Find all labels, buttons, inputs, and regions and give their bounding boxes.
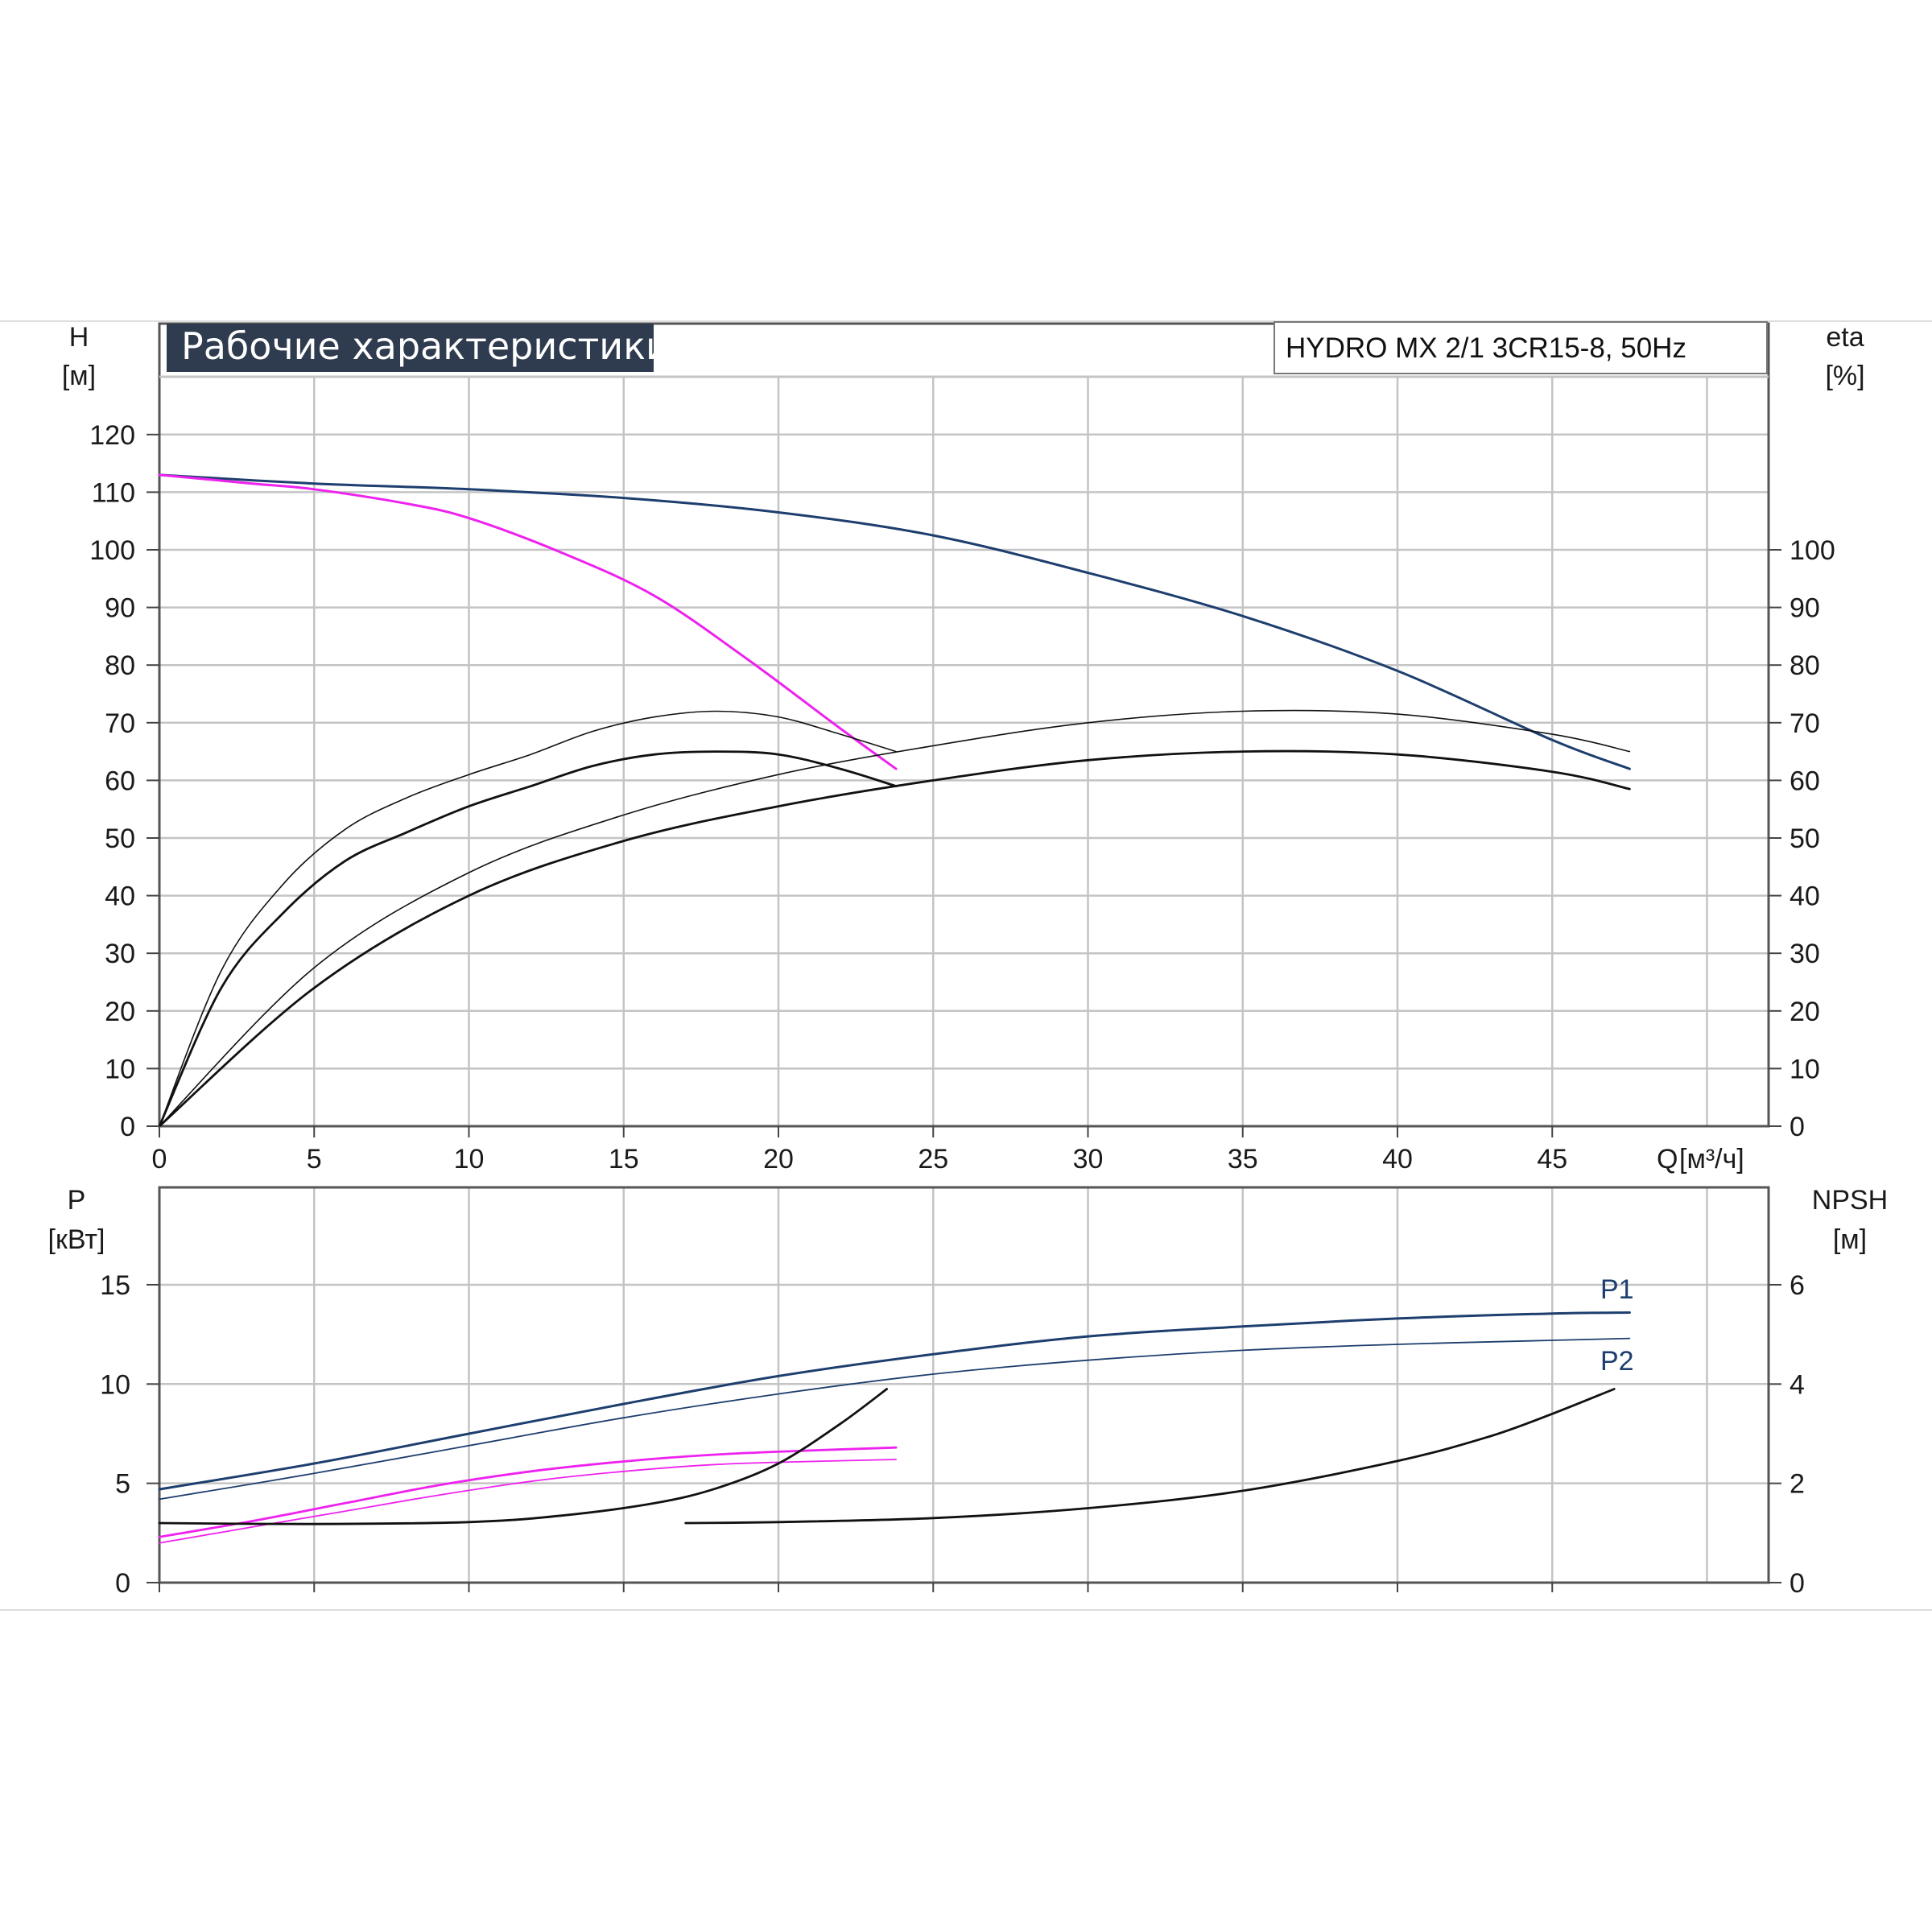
npsh-tick-label: 6	[1790, 1270, 1805, 1301]
npsh-axis-label: NPSH	[1812, 1185, 1888, 1216]
flow-tick-label: 40	[1382, 1144, 1413, 1174]
power-panel-ticks: 0 5 10 15 0 2 4 6	[100, 1270, 1805, 1599]
efficiency-tick-label: 60	[1790, 766, 1820, 796]
flow-tick-label: 0	[152, 1144, 167, 1174]
head-tick-label: 10	[105, 1054, 135, 1084]
head-panel-ticks: 0102030405060708090100110120010203040506…	[89, 420, 1835, 1174]
head-curve-0	[158, 473, 1631, 770]
head-tick-label: 120	[89, 420, 135, 451]
series-p2-line	[159, 1337, 1631, 1501]
head-tick-label: 80	[105, 650, 135, 681]
head-panel-series	[158, 473, 1631, 1128]
efficiency-curve-5	[158, 749, 1631, 1128]
npsh-tick-label: 2	[1790, 1469, 1805, 1500]
flow-tick-label: 45	[1537, 1144, 1567, 1174]
efficiency-curve-2	[159, 710, 897, 1127]
flow-tick-label: 25	[918, 1144, 948, 1174]
flow-tick-label: 30	[1073, 1144, 1104, 1174]
flow-tick-label: 5	[307, 1144, 322, 1174]
efficiency-curve-4	[159, 709, 1631, 1127]
flow-tick-label: 15	[609, 1144, 639, 1174]
head-tick-label: 50	[105, 824, 135, 854]
power-axis-label: P	[68, 1185, 86, 1216]
power-tick-label: 10	[100, 1369, 130, 1400]
flow-tick-label: 35	[1228, 1144, 1258, 1174]
efficiency-tick-label: 30	[1790, 939, 1820, 969]
head-tick-label: 90	[105, 593, 135, 624]
head-tick-label: 20	[105, 997, 135, 1027]
power-panel-series	[158, 1311, 1631, 1544]
head-curve-1	[158, 473, 898, 770]
series-label-p2: P2	[1600, 1346, 1634, 1377]
efficiency-tick-label: 40	[1790, 881, 1820, 912]
series-p1-line	[158, 1311, 1631, 1491]
power-panel-border	[158, 1186, 1770, 1584]
power-axis-unit: [кВт]	[48, 1224, 105, 1255]
head-tick-label: 100	[89, 535, 135, 566]
efficiency-tick-label: 100	[1790, 535, 1835, 566]
model-label: HYDRO MX 2/1 3CR15-8, 50Hz	[1286, 332, 1686, 364]
efficiency-axis-label: eta	[1826, 322, 1864, 353]
npsh-curve-4	[158, 1388, 888, 1525]
npsh-tick-label: 0	[1790, 1568, 1805, 1599]
flow-axis-label: Q	[1657, 1144, 1678, 1174]
power-tick-label: 15	[100, 1270, 130, 1301]
model-box	[1274, 321, 1768, 374]
head-tick-label: 70	[105, 708, 135, 739]
power-curve-2	[158, 1446, 898, 1538]
efficiency-tick-label: 20	[1790, 997, 1820, 1027]
series-label-p1: P1	[1600, 1274, 1634, 1305]
head-tick-label: 60	[105, 766, 135, 796]
head-panel-border	[158, 322, 1770, 1128]
power-tick-label: 0	[115, 1568, 130, 1599]
efficiency-tick-label: 90	[1790, 593, 1820, 624]
npsh-tick-label: 4	[1790, 1369, 1805, 1400]
head-tick-label: 0	[120, 1112, 135, 1142]
efficiency-axis-unit: [%]	[1825, 361, 1864, 391]
efficiency-tick-label: 10	[1790, 1054, 1820, 1084]
title-banner	[167, 324, 654, 372]
head-tick-label: 30	[105, 939, 135, 969]
flow-tick-label: 10	[454, 1144, 485, 1174]
efficiency-tick-label: 80	[1790, 650, 1820, 681]
power-tick-label: 5	[115, 1469, 130, 1500]
efficiency-tick-label: 50	[1790, 824, 1820, 854]
head-axis-label: H	[69, 322, 89, 353]
head-tick-label: 110	[92, 477, 135, 508]
head-axis-unit: [м]	[62, 361, 96, 391]
head-tick-label: 40	[105, 881, 135, 912]
flow-axis-unit: [м³/ч]	[1679, 1144, 1744, 1174]
flow-tick-label: 20	[763, 1144, 794, 1174]
npsh-axis-unit: [м]	[1833, 1224, 1867, 1255]
efficiency-curve-3	[158, 750, 898, 1128]
npsh-curve-5	[684, 1388, 1616, 1525]
efficiency-tick-label: 70	[1790, 708, 1820, 739]
chart-title: Рабочие характеристики	[181, 324, 670, 368]
head-panel-grid	[159, 378, 1769, 1126]
efficiency-tick-label: 0	[1790, 1112, 1805, 1142]
